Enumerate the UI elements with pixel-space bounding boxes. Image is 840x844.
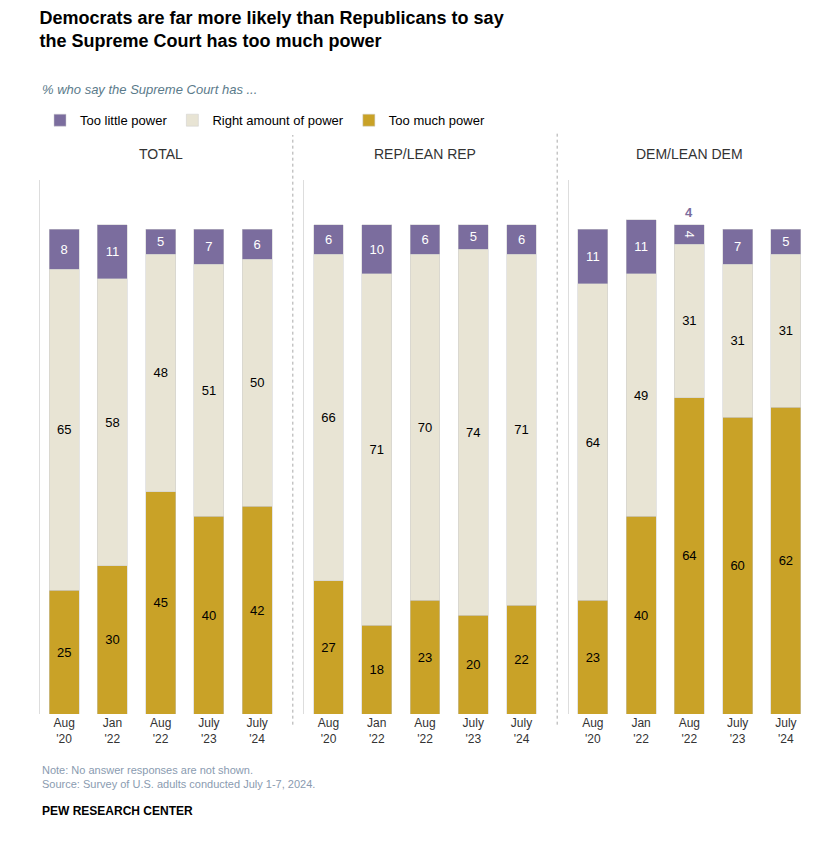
svg-text:Aug'20: Aug'20 bbox=[582, 716, 603, 746]
svg-text:31: 31 bbox=[730, 333, 744, 348]
svg-text:10: 10 bbox=[370, 242, 384, 257]
svg-text:11: 11 bbox=[106, 244, 120, 259]
svg-text:23: 23 bbox=[586, 650, 600, 665]
svg-text:30: 30 bbox=[105, 632, 119, 647]
svg-text:60: 60 bbox=[730, 558, 744, 573]
svg-text:71: 71 bbox=[514, 422, 528, 437]
svg-text:Jan'22: Jan'22 bbox=[103, 716, 122, 746]
svg-text:4: 4 bbox=[682, 231, 697, 238]
svg-text:64: 64 bbox=[682, 548, 696, 563]
svg-text:6: 6 bbox=[254, 237, 261, 252]
svg-text:5: 5 bbox=[782, 234, 789, 249]
svg-text:42: 42 bbox=[250, 603, 264, 618]
svg-text:65: 65 bbox=[57, 422, 71, 437]
svg-text:7: 7 bbox=[734, 239, 741, 254]
svg-text:64: 64 bbox=[586, 435, 600, 450]
svg-text:58: 58 bbox=[105, 415, 119, 430]
svg-text:Too much power: Too much power bbox=[389, 113, 485, 128]
svg-text:18: 18 bbox=[370, 662, 384, 677]
svg-text:31: 31 bbox=[682, 313, 696, 328]
svg-text:51: 51 bbox=[202, 383, 216, 398]
svg-text:Aug'22: Aug'22 bbox=[414, 716, 435, 746]
svg-text:July'24: July'24 bbox=[246, 716, 267, 746]
svg-text:Aug'22: Aug'22 bbox=[679, 716, 700, 746]
svg-text:Jan'22: Jan'22 bbox=[631, 716, 650, 746]
svg-text:PEW RESEARCH CENTER: PEW RESEARCH CENTER bbox=[42, 804, 193, 818]
svg-text:Too little power: Too little power bbox=[80, 113, 167, 128]
svg-text:45: 45 bbox=[153, 595, 167, 610]
svg-text:July'23: July'23 bbox=[463, 716, 484, 746]
svg-text:27: 27 bbox=[321, 640, 335, 655]
svg-text:40: 40 bbox=[634, 608, 648, 623]
svg-text:11: 11 bbox=[634, 239, 648, 254]
svg-text:71: 71 bbox=[370, 442, 384, 457]
svg-text:REP/LEAN REP: REP/LEAN REP bbox=[374, 146, 476, 162]
svg-text:66: 66 bbox=[321, 410, 335, 425]
svg-text:Aug'22: Aug'22 bbox=[150, 716, 171, 746]
svg-text:July'23: July'23 bbox=[727, 716, 748, 746]
svg-text:8: 8 bbox=[61, 242, 68, 257]
svg-text:Right amount of power: Right amount of power bbox=[212, 113, 343, 128]
svg-text:49: 49 bbox=[634, 388, 648, 403]
svg-text:TOTAL: TOTAL bbox=[139, 146, 183, 162]
svg-text:40: 40 bbox=[202, 608, 216, 623]
svg-text:50: 50 bbox=[250, 375, 264, 390]
svg-text:July'24: July'24 bbox=[511, 716, 532, 746]
svg-text:20: 20 bbox=[466, 657, 480, 672]
svg-text:25: 25 bbox=[57, 645, 71, 660]
svg-text:5: 5 bbox=[470, 229, 477, 244]
svg-text:74: 74 bbox=[466, 425, 480, 440]
svg-text:62: 62 bbox=[779, 553, 793, 568]
svg-text:DEM/LEAN DEM: DEM/LEAN DEM bbox=[636, 146, 743, 162]
svg-text:July'23: July'23 bbox=[198, 716, 219, 746]
svg-text:Aug'20: Aug'20 bbox=[53, 716, 74, 746]
svg-text:23: 23 bbox=[418, 650, 432, 665]
svg-text:6: 6 bbox=[421, 232, 428, 247]
svg-text:7: 7 bbox=[205, 239, 212, 254]
svg-text:4: 4 bbox=[685, 205, 693, 220]
svg-text:Note: No answer responses are: Note: No answer responses are not shown.… bbox=[42, 764, 315, 790]
svg-text:July'24: July'24 bbox=[775, 716, 796, 746]
svg-text:Democrats are far more likely: Democrats are far more likely than Repub… bbox=[39, 8, 503, 51]
svg-text:5: 5 bbox=[157, 234, 164, 249]
svg-text:Aug'20: Aug'20 bbox=[318, 716, 339, 746]
svg-text:11: 11 bbox=[586, 249, 600, 264]
svg-text:31: 31 bbox=[779, 323, 793, 338]
svg-text:% who say the Supreme Court ha: % who say the Supreme Court has ... bbox=[42, 82, 257, 97]
svg-text:48: 48 bbox=[153, 365, 167, 380]
svg-text:6: 6 bbox=[325, 232, 332, 247]
svg-text:6: 6 bbox=[518, 232, 525, 247]
svg-text:22: 22 bbox=[514, 652, 528, 667]
svg-text:70: 70 bbox=[418, 420, 432, 435]
svg-text:Jan'22: Jan'22 bbox=[367, 716, 386, 746]
